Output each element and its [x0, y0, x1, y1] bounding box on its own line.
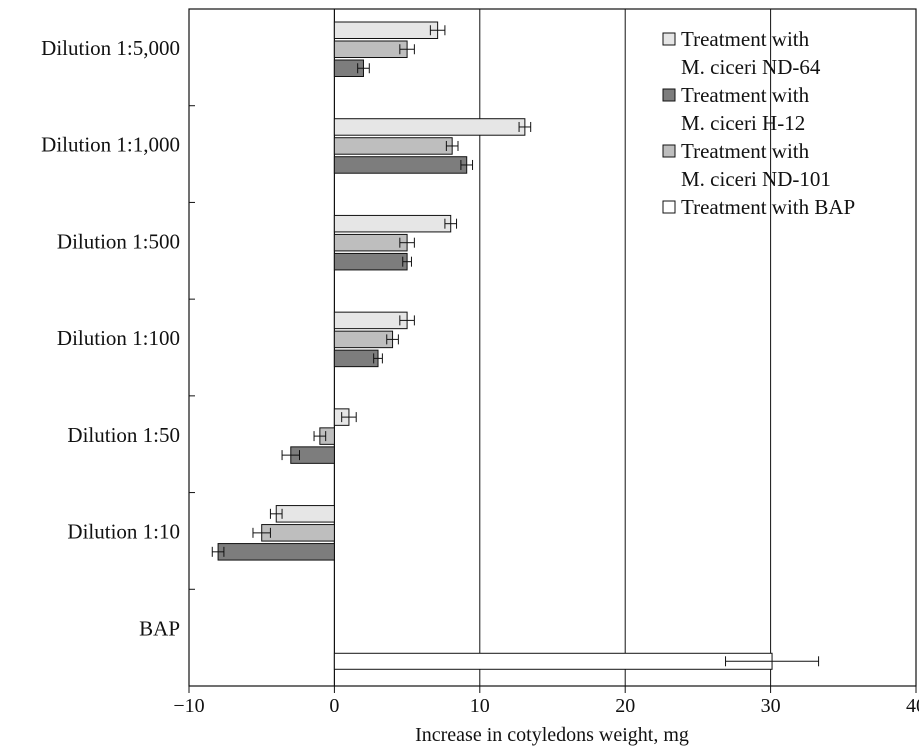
- legend-label: Treatment with: [681, 27, 810, 51]
- category-label: Dilution 1:100: [57, 326, 180, 350]
- bar: [333, 311, 408, 330]
- x-tick-label: −10: [173, 695, 204, 717]
- legend-swatch: [662, 200, 676, 214]
- error-bars: [211, 25, 820, 667]
- category-label: Dilution 1:5,000: [41, 36, 180, 60]
- x-tick-label: 0: [329, 695, 339, 717]
- bar: [333, 652, 773, 670]
- legend-label: M. ciceri ND-101: [681, 167, 831, 191]
- bar: [333, 137, 453, 155]
- bar: [333, 40, 408, 58]
- x-tick-label: 20: [615, 695, 635, 717]
- axes: −10 0 10 20 30 40 Dilution 1:5,000 Dilution 1:1…: [41, 36, 919, 717]
- legend-label: Treatment with BAP: [681, 195, 855, 219]
- legend-label: M. ciceri H-12: [681, 111, 805, 135]
- legend-label: Treatment with: [681, 139, 810, 163]
- bar: [333, 252, 408, 271]
- x-tick-label: 40: [906, 695, 919, 717]
- bar: [333, 330, 394, 349]
- legend-swatch: [662, 32, 676, 46]
- bar: [333, 21, 439, 39]
- bar: [333, 156, 468, 174]
- legend: Treatment with M. ciceri ND-64 Treatment w…: [662, 27, 855, 219]
- bar: [261, 524, 335, 542]
- bar: [333, 214, 452, 233]
- legend-label: Treatment with: [681, 83, 810, 107]
- legend-label: M. ciceri ND-64: [681, 55, 821, 79]
- category-label: Dilution 1:1,000: [41, 133, 180, 157]
- legend-swatch: [662, 88, 676, 102]
- x-tick-label: 30: [761, 695, 781, 717]
- x-axis-label: Increase in cotyledons weight, mg: [415, 724, 689, 746]
- bar: [217, 543, 335, 561]
- bar: [333, 118, 526, 136]
- category-label: BAP: [139, 616, 180, 640]
- bar: [333, 233, 408, 252]
- legend-swatch: [662, 144, 676, 158]
- bar: [333, 349, 379, 368]
- category-label: Dilution 1:10: [67, 520, 180, 544]
- plot-frame: [188, 8, 917, 687]
- x-tick-label: 10: [470, 695, 490, 717]
- category-label: Dilution 1:50: [67, 423, 180, 447]
- category-label: Dilution 1:500: [57, 229, 180, 253]
- bar: [275, 505, 335, 523]
